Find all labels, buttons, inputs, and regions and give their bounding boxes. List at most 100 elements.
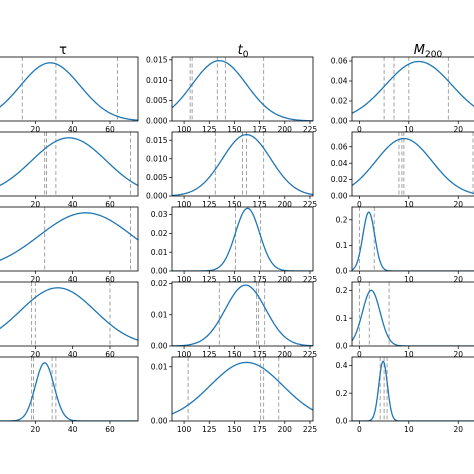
- x-tick-label: 150: [227, 275, 242, 284]
- x-tick-label: 60: [105, 200, 115, 209]
- x-tick-label: 100: [177, 350, 192, 359]
- axes-frame: [351, 356, 474, 422]
- x-tick-label: 40: [68, 275, 78, 284]
- y-tick-label: 0.2: [336, 389, 348, 398]
- x-tick-label: 20: [31, 425, 41, 434]
- density-curve: [0, 362, 138, 421]
- y-tick-label: 0.000: [146, 192, 168, 201]
- y-tick-label: 0.06: [331, 142, 348, 151]
- x-tick-label: 10: [404, 350, 414, 359]
- x-tick-label: 225: [303, 125, 318, 134]
- y-tick-label: 0.015: [146, 136, 168, 145]
- y-tick-label: 0.010: [146, 76, 168, 85]
- y-tick-label: 0.06: [331, 57, 348, 66]
- y-tick-label: 0.2: [336, 286, 348, 295]
- density-curve: [0, 287, 138, 341]
- x-tick-label: 100: [177, 425, 192, 434]
- y-tick-label: 0.04: [331, 159, 348, 168]
- y-tick-label: 0.02: [331, 175, 348, 184]
- x-tick-label: 0: [357, 275, 362, 284]
- y-tick-label: 0.04: [331, 77, 348, 86]
- y-tick-label: 0.02: [331, 97, 348, 106]
- subplot-r4-c1: 100 125 150 175 200 225 0.00 0.01: [151, 356, 318, 434]
- x-tick-label: 40: [68, 425, 78, 434]
- x-tick-label: 100: [177, 200, 192, 209]
- axes-frame: [171, 281, 314, 347]
- x-tick-label: 100: [177, 275, 192, 284]
- density-curve: [172, 133, 313, 196]
- x-tick-label: 0: [357, 125, 362, 134]
- y-tick-label: 0.00: [331, 192, 348, 201]
- y-tick-label: 0.01: [151, 248, 168, 257]
- subplot-r0-c0: 20 40 60: [0, 56, 139, 134]
- x-tick-label: 100: [177, 125, 192, 134]
- density-curve: [172, 361, 313, 415]
- subplot-r1-c0: 20 40 60: [0, 131, 139, 209]
- axes-frame: [351, 56, 474, 122]
- x-tick-label: 0: [357, 425, 362, 434]
- axes-frame: [351, 281, 474, 347]
- y-tick-label: 0.005: [146, 96, 168, 105]
- x-tick-label: 225: [303, 425, 318, 434]
- density-curve: [0, 212, 138, 261]
- x-tick-label: 10: [404, 125, 414, 134]
- x-tick-label: 40: [68, 125, 78, 134]
- y-tick-label: 0.03: [151, 210, 168, 219]
- x-tick-label: 150: [227, 200, 242, 209]
- x-tick-label: 10: [404, 200, 414, 209]
- x-tick-label: 175: [252, 425, 267, 434]
- y-tick-label: 0.000: [146, 117, 168, 126]
- subplot-r4-c0: 20 40 60: [0, 356, 139, 434]
- y-tick-label: 0.1: [336, 241, 348, 250]
- x-tick-label: 40: [68, 350, 78, 359]
- column-title-tau: τ: [59, 43, 67, 58]
- subplot-r2-c0: 20 40 60: [0, 206, 139, 284]
- y-tick-label: 0.005: [146, 173, 168, 182]
- x-tick-label: 20: [453, 200, 463, 209]
- x-tick-label: 125: [202, 200, 217, 209]
- y-tick-label: 0.1: [336, 314, 348, 323]
- subplot-r2-c1: 100 125 150 175 200 225 0.00 0.01 0.02 0.03: [151, 206, 317, 284]
- x-tick-label: 20: [453, 425, 463, 434]
- subplot-grid: 20 40 60 100 125 150 175 200 2250.0000.0050.0100…: [0, 55, 474, 434]
- x-tick-label: 175: [252, 350, 267, 359]
- axes-frame: [171, 356, 314, 422]
- y-tick-label: 0.0: [336, 342, 348, 351]
- density-curve: [0, 137, 138, 187]
- x-tick-label: 20: [31, 200, 41, 209]
- density-curve: [172, 284, 313, 346]
- x-tick-label: 20: [31, 125, 41, 134]
- axes-frame: [171, 206, 314, 272]
- x-tick-label: 20: [453, 275, 463, 284]
- subplot-r4-c2: 0 10 20 0.0 0.2 0.4: [336, 356, 474, 434]
- y-tick-label: 0.010: [146, 154, 168, 163]
- x-tick-label: 60: [105, 125, 115, 134]
- subplot-r1-c2: 0 10 20 0.00 0.02 0.04 0.06: [331, 131, 474, 209]
- axes-frame: [0, 206, 139, 272]
- column-title-m200: M200: [414, 43, 443, 60]
- x-tick-label: 200: [278, 350, 293, 359]
- x-tick-label: 175: [252, 275, 267, 284]
- x-tick-label: 150: [227, 350, 242, 359]
- x-tick-label: 60: [105, 425, 115, 434]
- axes-frame: [351, 206, 474, 272]
- x-tick-label: 200: [278, 200, 293, 209]
- density-curve: [352, 360, 474, 421]
- y-tick-label: 0.00: [151, 267, 168, 276]
- y-tick-label: 0.0: [336, 417, 348, 426]
- y-tick-label: 0.0: [336, 267, 348, 276]
- x-tick-label: 225: [303, 200, 318, 209]
- density-curve: [172, 207, 313, 271]
- density-curve: [352, 211, 474, 271]
- y-tick-label: 0.00: [151, 417, 168, 426]
- axes-frame: [171, 56, 314, 122]
- x-tick-label: 150: [227, 125, 242, 134]
- y-tick-label: 0.015: [146, 55, 168, 64]
- x-tick-label: 0: [357, 350, 362, 359]
- x-tick-label: 60: [105, 350, 115, 359]
- x-tick-label: 0: [357, 200, 362, 209]
- subplot-r3-c0: 20 40 60: [0, 281, 139, 359]
- y-tick-label: 0.01: [151, 310, 168, 319]
- x-tick-label: 10: [404, 425, 414, 434]
- column-title-t0: t0: [238, 43, 249, 60]
